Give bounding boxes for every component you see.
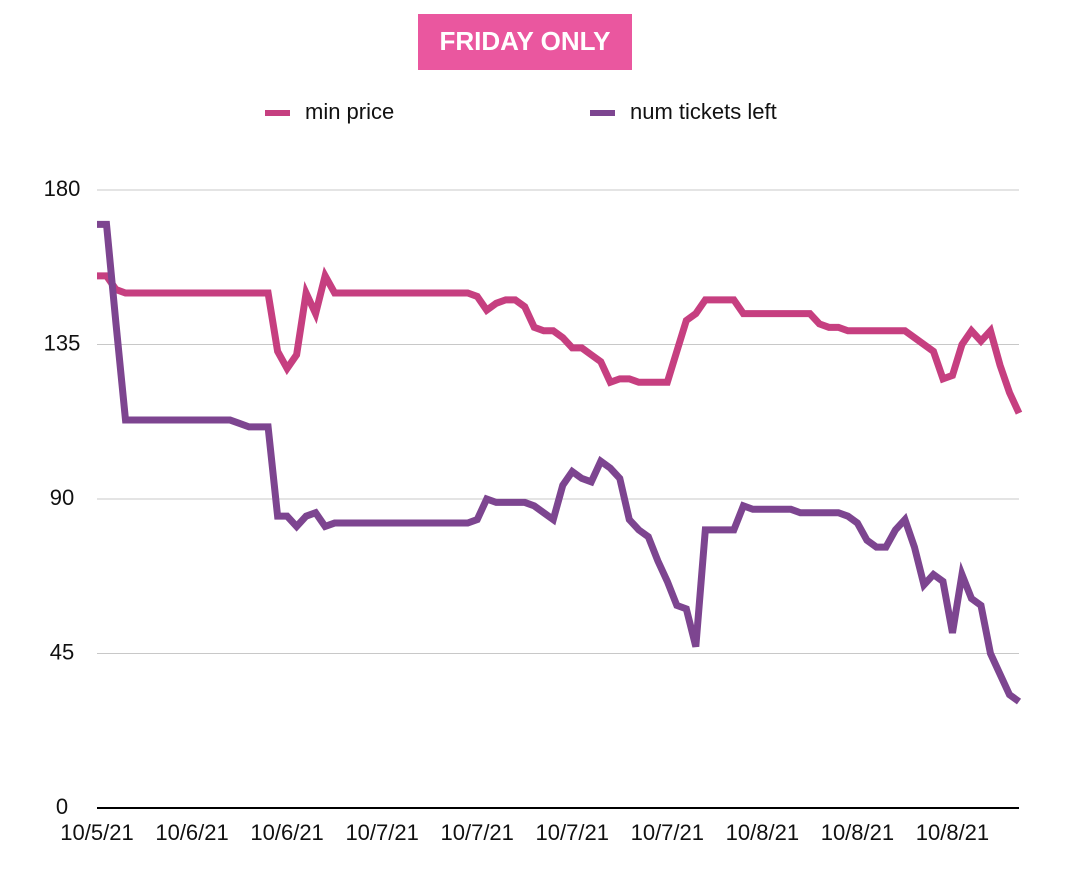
data-line (97, 266, 1023, 415)
legend-label: num tickets left (630, 99, 777, 124)
data-line (97, 220, 1022, 705)
x-tick-label: 10/8/21 (821, 820, 894, 845)
title-box (418, 14, 632, 70)
y-tick-label: 45 (50, 639, 74, 664)
legend-label: min price (305, 99, 394, 124)
x-tick-label: 10/7/21 (345, 820, 418, 845)
x-tick-label: 10/8/21 (726, 820, 799, 845)
x-tick-label: 10/6/21 (155, 820, 228, 845)
x-tick-label: 10/5/21 (60, 820, 133, 845)
x-tick-label: 10/7/21 (536, 820, 609, 845)
y-tick-label: 0 (56, 794, 68, 819)
chart-title: FRIDAY ONLY (440, 26, 611, 56)
x-tick-label: 10/7/21 (631, 820, 704, 845)
y-tick-label: 135 (44, 330, 81, 355)
x-tick-label: 10/6/21 (250, 820, 323, 845)
y-tick-label: 90 (50, 485, 74, 510)
x-tick-label: 10/8/21 (916, 820, 989, 845)
y-tick-label: 180 (44, 176, 81, 201)
x-tick-label: 10/7/21 (441, 820, 514, 845)
